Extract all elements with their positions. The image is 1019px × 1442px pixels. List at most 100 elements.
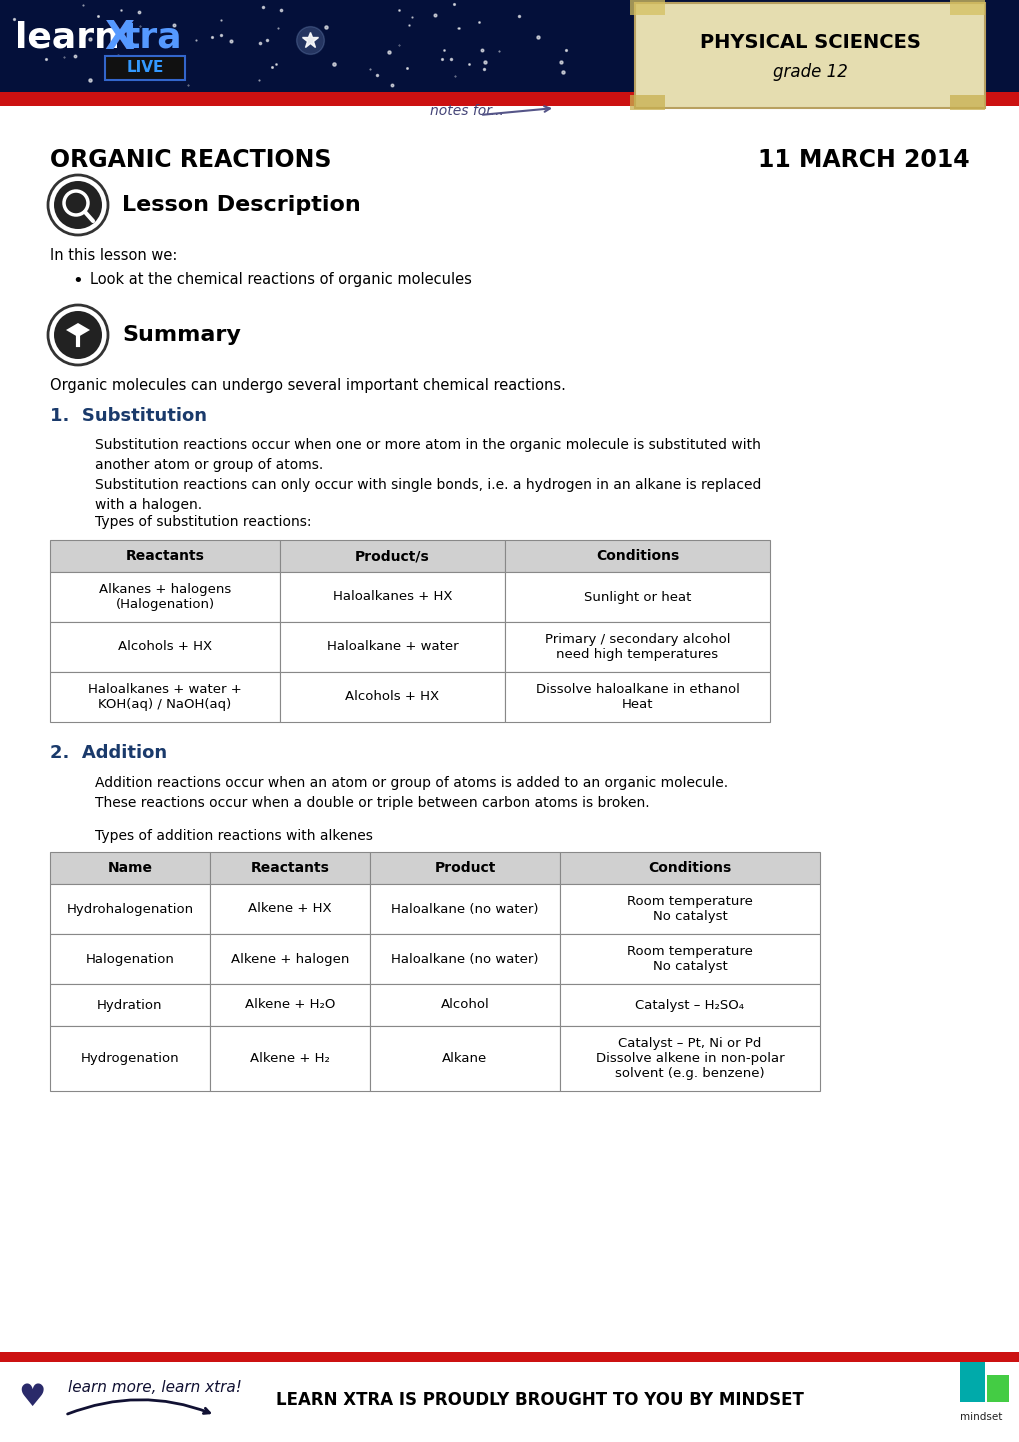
Text: Look at the chemical reactions of organic molecules: Look at the chemical reactions of organi… (90, 273, 472, 287)
Text: Hydration: Hydration (97, 998, 163, 1011)
FancyBboxPatch shape (50, 572, 280, 622)
FancyBboxPatch shape (210, 852, 370, 884)
Text: mindset: mindset (959, 1412, 1002, 1422)
FancyBboxPatch shape (50, 1027, 210, 1092)
FancyBboxPatch shape (210, 1027, 370, 1092)
Text: X: X (104, 19, 133, 58)
Circle shape (54, 311, 102, 359)
Text: Hydrogenation: Hydrogenation (81, 1053, 179, 1066)
Text: •: • (72, 273, 83, 290)
Text: Catalyst – H₂SO₄: Catalyst – H₂SO₄ (635, 998, 744, 1011)
Text: learn: learn (15, 22, 120, 55)
Text: Conditions: Conditions (595, 549, 679, 562)
Text: Haloalkane (no water): Haloalkane (no water) (391, 903, 538, 916)
FancyBboxPatch shape (50, 983, 210, 1027)
FancyBboxPatch shape (370, 1027, 559, 1092)
Text: grade 12: grade 12 (771, 63, 847, 81)
FancyBboxPatch shape (210, 983, 370, 1027)
FancyBboxPatch shape (210, 884, 370, 934)
Text: Haloalkanes + water +
KOH(aq) / NaOH(aq): Haloalkanes + water + KOH(aq) / NaOH(aq) (88, 684, 242, 711)
Text: Reactants: Reactants (125, 549, 204, 562)
Text: Alkene + H₂: Alkene + H₂ (250, 1053, 329, 1066)
Text: ORGANIC REACTIONS: ORGANIC REACTIONS (50, 149, 331, 172)
FancyBboxPatch shape (0, 0, 1019, 95)
Text: LIVE: LIVE (126, 61, 163, 75)
FancyBboxPatch shape (50, 934, 210, 983)
Text: Primary / secondary alcohol
need high temperatures: Primary / secondary alcohol need high te… (544, 633, 730, 660)
Text: Types of addition reactions with alkenes: Types of addition reactions with alkenes (95, 829, 373, 844)
FancyBboxPatch shape (0, 1363, 1019, 1442)
FancyBboxPatch shape (0, 92, 1019, 107)
Text: Conditions: Conditions (648, 861, 731, 875)
Polygon shape (66, 323, 90, 337)
FancyBboxPatch shape (370, 934, 559, 983)
Text: Alkene + HX: Alkene + HX (248, 903, 331, 916)
FancyBboxPatch shape (504, 539, 769, 572)
Text: tra: tra (123, 22, 182, 55)
Text: Types of substitution reactions:: Types of substitution reactions: (95, 515, 311, 529)
FancyBboxPatch shape (559, 983, 819, 1027)
Text: ♥: ♥ (18, 1383, 46, 1413)
FancyBboxPatch shape (370, 983, 559, 1027)
Text: Hydrohalogenation: Hydrohalogenation (66, 903, 194, 916)
Text: 2.  Addition: 2. Addition (50, 744, 167, 761)
Text: Alkene + halogen: Alkene + halogen (230, 953, 348, 966)
Text: Alcohol: Alcohol (440, 998, 489, 1011)
Text: PHYSICAL SCIENCES: PHYSICAL SCIENCES (699, 33, 919, 52)
FancyBboxPatch shape (210, 934, 370, 983)
Text: Haloalkane + water: Haloalkane + water (326, 640, 458, 653)
FancyBboxPatch shape (370, 884, 559, 934)
Text: Room temperature
No catalyst: Room temperature No catalyst (627, 945, 752, 973)
FancyBboxPatch shape (50, 622, 280, 672)
FancyBboxPatch shape (50, 852, 210, 884)
Polygon shape (949, 0, 984, 14)
Text: Alkane: Alkane (442, 1053, 487, 1066)
Polygon shape (630, 95, 664, 110)
Text: Addition reactions occur when an atom or group of atoms is added to an organic m: Addition reactions occur when an atom or… (95, 776, 728, 810)
Text: Alkanes + halogens
(Halogenation): Alkanes + halogens (Halogenation) (99, 583, 231, 611)
Text: In this lesson we:: In this lesson we: (50, 248, 177, 262)
Text: Summary: Summary (122, 324, 240, 345)
FancyBboxPatch shape (504, 622, 769, 672)
FancyBboxPatch shape (50, 884, 210, 934)
FancyBboxPatch shape (559, 1027, 819, 1092)
Text: Product/s: Product/s (355, 549, 429, 562)
FancyBboxPatch shape (504, 572, 769, 622)
FancyBboxPatch shape (986, 1376, 1008, 1402)
FancyBboxPatch shape (280, 539, 504, 572)
FancyBboxPatch shape (370, 852, 559, 884)
FancyBboxPatch shape (559, 884, 819, 934)
FancyBboxPatch shape (280, 572, 504, 622)
Circle shape (54, 182, 102, 229)
FancyBboxPatch shape (50, 539, 280, 572)
Text: Organic molecules can undergo several important chemical reactions.: Organic molecules can undergo several im… (50, 378, 566, 394)
Text: Product: Product (434, 861, 495, 875)
FancyBboxPatch shape (0, 1353, 1019, 1363)
Text: 1.  Substitution: 1. Substitution (50, 407, 207, 425)
FancyBboxPatch shape (105, 56, 184, 79)
Text: LEARN XTRA IS PROUDLY BROUGHT TO YOU BY MINDSET: LEARN XTRA IS PROUDLY BROUGHT TO YOU BY … (276, 1392, 803, 1409)
Text: Alcohols + HX: Alcohols + HX (118, 640, 212, 653)
FancyBboxPatch shape (559, 934, 819, 983)
FancyBboxPatch shape (959, 1363, 984, 1402)
Circle shape (48, 306, 108, 365)
Text: Sunlight or heat: Sunlight or heat (583, 591, 691, 604)
Text: Halogenation: Halogenation (86, 953, 174, 966)
Text: notes for...: notes for... (430, 104, 503, 118)
FancyBboxPatch shape (280, 672, 504, 722)
Text: Room temperature
No catalyst: Room temperature No catalyst (627, 895, 752, 923)
FancyBboxPatch shape (504, 672, 769, 722)
Text: Catalyst – Pt, Ni or Pd
Dissolve alkene in non-polar
solvent (e.g. benzene): Catalyst – Pt, Ni or Pd Dissolve alkene … (595, 1037, 784, 1080)
FancyBboxPatch shape (0, 107, 1019, 130)
Text: 11 MARCH 2014: 11 MARCH 2014 (758, 149, 969, 172)
FancyBboxPatch shape (559, 852, 819, 884)
Text: X: X (104, 19, 133, 58)
FancyBboxPatch shape (50, 672, 280, 722)
Text: Name: Name (107, 861, 153, 875)
Polygon shape (949, 95, 984, 110)
Text: Substitution reactions occur when one or more atom in the organic molecule is su: Substitution reactions occur when one or… (95, 438, 760, 512)
Text: Haloalkanes + HX: Haloalkanes + HX (332, 591, 451, 604)
FancyBboxPatch shape (635, 3, 984, 108)
Polygon shape (630, 0, 664, 14)
Text: Dissolve haloalkane in ethanol
Heat: Dissolve haloalkane in ethanol Heat (535, 684, 739, 711)
